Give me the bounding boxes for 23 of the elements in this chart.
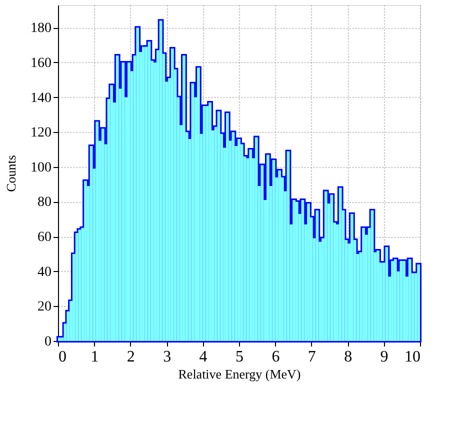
y-axis-title: Counts	[4, 155, 18, 192]
y-tick-label: 160	[30, 56, 52, 71]
x-axis-title: Relative Energy (MeV)	[178, 366, 301, 382]
y-tick-label: 80	[38, 195, 52, 210]
y-tick-label: 20	[38, 300, 52, 315]
y-tick-label: 180	[30, 21, 52, 36]
y-tick-label: 40	[38, 264, 52, 280]
y-tick-label: 100	[30, 160, 52, 176]
x-tick-label: 3	[163, 348, 172, 366]
y-tick-label: 60	[38, 230, 52, 246]
y-tick-label: 140	[30, 90, 52, 106]
y-tick-label: 120	[30, 126, 52, 141]
x-tick-label: 4	[199, 348, 208, 366]
x-tick-label: 7	[308, 348, 316, 366]
x-tick-label: 6	[272, 348, 280, 366]
x-tick-label: 2	[126, 348, 135, 366]
x-tick-label: 5	[236, 348, 244, 366]
x-tick-label: 10	[404, 348, 420, 366]
x-tick-label: 9	[380, 348, 388, 366]
x-tick-label: 0	[58, 348, 66, 366]
y-tick-label: 0	[44, 334, 52, 350]
x-tick-label: 8	[344, 348, 352, 366]
x-tick-label: 1	[90, 348, 99, 366]
